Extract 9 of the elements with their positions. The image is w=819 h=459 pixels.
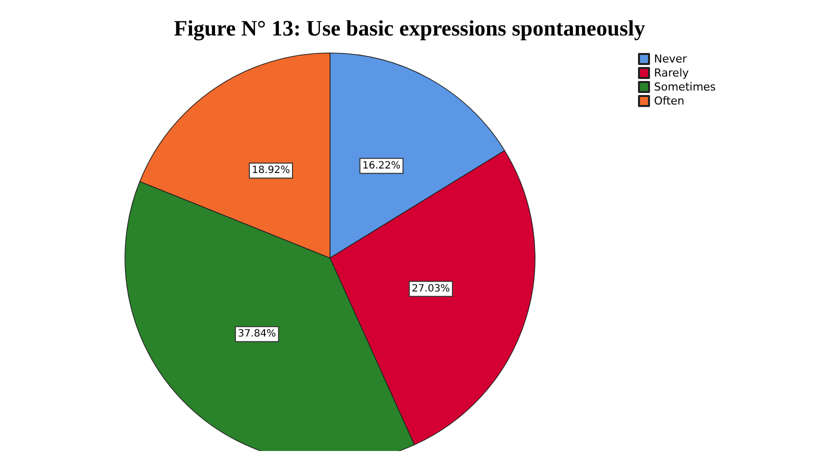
data-label: 18.92% [252,165,290,176]
chart-title: Figure N° 13: Use basic expressions spontaneously [174,16,646,40]
legend-label: Rarely [654,66,690,80]
data-label: 27.03% [412,283,450,294]
legend-label: Sometimes [654,80,716,94]
legend-label: Often [654,94,684,108]
data-label: 16.22% [362,160,401,172]
legend-label: Never [654,52,688,66]
data-label: 37.84% [238,328,276,340]
